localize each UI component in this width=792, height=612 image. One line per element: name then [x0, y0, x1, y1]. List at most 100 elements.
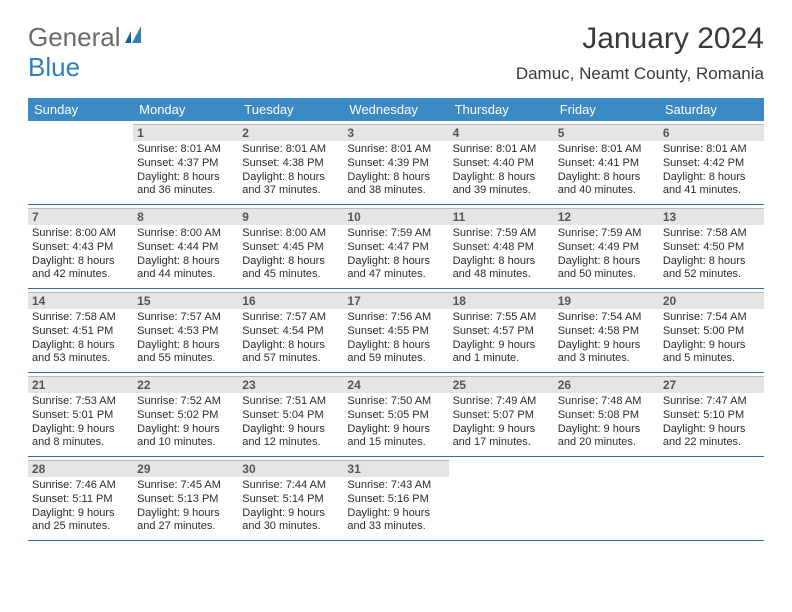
day-info-line: and 50 minutes. [558, 268, 655, 282]
weekday-header: Saturday [659, 98, 764, 121]
weekday-header: Monday [133, 98, 238, 121]
day-info-line: Sunset: 5:00 PM [663, 325, 760, 339]
day-info-line: Daylight: 9 hours [32, 423, 129, 437]
day-cell: 4Sunrise: 8:01 AMSunset: 4:40 PMDaylight… [449, 121, 554, 204]
day-cell: 10Sunrise: 7:59 AMSunset: 4:47 PMDayligh… [343, 205, 448, 288]
day-cell: 19Sunrise: 7:54 AMSunset: 4:58 PMDayligh… [554, 289, 659, 372]
day-info-line: Sunrise: 7:55 AM [453, 311, 550, 325]
day-info-line: and 33 minutes. [347, 520, 444, 534]
day-number: 3 [343, 124, 448, 141]
day-info-line: and 39 minutes. [453, 184, 550, 198]
day-info-line: Sunset: 4:47 PM [347, 241, 444, 255]
day-info-line: and 3 minutes. [558, 352, 655, 366]
day-number: 20 [659, 292, 764, 309]
title-block: January 2024 Damuc, Neamt County, Romani… [516, 22, 764, 84]
day-info-line: and 44 minutes. [137, 268, 234, 282]
day-info-line: Sunset: 4:48 PM [453, 241, 550, 255]
day-info-line: Daylight: 8 hours [137, 171, 234, 185]
day-info-line: Daylight: 8 hours [242, 339, 339, 353]
day-number: 17 [343, 292, 448, 309]
day-info-line: Sunset: 5:02 PM [137, 409, 234, 423]
day-info-line: and 55 minutes. [137, 352, 234, 366]
day-info-line: Sunrise: 7:49 AM [453, 395, 550, 409]
day-info-line: and 36 minutes. [137, 184, 234, 198]
day-info-line: Sunrise: 7:50 AM [347, 395, 444, 409]
day-cell: 20Sunrise: 7:54 AMSunset: 5:00 PMDayligh… [659, 289, 764, 372]
day-number: 13 [659, 208, 764, 225]
day-cell: 3Sunrise: 8:01 AMSunset: 4:39 PMDaylight… [343, 121, 448, 204]
day-info-line: Sunset: 5:01 PM [32, 409, 129, 423]
day-info-line: Sunrise: 7:46 AM [32, 479, 129, 493]
day-cell: 17Sunrise: 7:56 AMSunset: 4:55 PMDayligh… [343, 289, 448, 372]
day-info-line: Sunrise: 8:01 AM [663, 143, 760, 157]
day-info-line: and 5 minutes. [663, 352, 760, 366]
month-title: January 2024 [516, 22, 764, 56]
day-info-line: Sunrise: 7:59 AM [453, 227, 550, 241]
day-info-line: Sunset: 4:42 PM [663, 157, 760, 171]
day-info-line: Sunrise: 8:01 AM [242, 143, 339, 157]
day-info-line: and 59 minutes. [347, 352, 444, 366]
day-info-line: Daylight: 8 hours [347, 255, 444, 269]
day-number: 15 [133, 292, 238, 309]
day-info-line: Sunrise: 8:00 AM [242, 227, 339, 241]
day-number: 6 [659, 124, 764, 141]
day-cell [449, 457, 554, 540]
week-row: 21Sunrise: 7:53 AMSunset: 5:01 PMDayligh… [28, 373, 764, 457]
day-number: 7 [28, 208, 133, 225]
weekday-header: Wednesday [343, 98, 448, 121]
day-info-line: Sunset: 5:10 PM [663, 409, 760, 423]
day-info-line: Daylight: 8 hours [453, 171, 550, 185]
day-number: 30 [238, 460, 343, 477]
day-cell: 12Sunrise: 7:59 AMSunset: 4:49 PMDayligh… [554, 205, 659, 288]
day-cell: 2Sunrise: 8:01 AMSunset: 4:38 PMDaylight… [238, 121, 343, 204]
day-number: 4 [449, 124, 554, 141]
day-info-line: Daylight: 9 hours [347, 507, 444, 521]
day-cell: 26Sunrise: 7:48 AMSunset: 5:08 PMDayligh… [554, 373, 659, 456]
day-info-line: Sunset: 5:07 PM [453, 409, 550, 423]
brand-logo: General [28, 22, 149, 53]
day-number: 9 [238, 208, 343, 225]
day-info-line: Sunrise: 7:48 AM [558, 395, 655, 409]
day-number: 11 [449, 208, 554, 225]
day-info-line: Daylight: 9 hours [347, 423, 444, 437]
brand-word1: General [28, 22, 121, 53]
day-number: 8 [133, 208, 238, 225]
day-info-line: Sunrise: 8:01 AM [558, 143, 655, 157]
day-info-line: Sunset: 4:50 PM [663, 241, 760, 255]
day-info-line: Daylight: 8 hours [453, 255, 550, 269]
day-info-line: Sunrise: 7:47 AM [663, 395, 760, 409]
day-info-line: and 17 minutes. [453, 436, 550, 450]
day-number: 2 [238, 124, 343, 141]
day-cell: 14Sunrise: 7:58 AMSunset: 4:51 PMDayligh… [28, 289, 133, 372]
day-cell: 24Sunrise: 7:50 AMSunset: 5:05 PMDayligh… [343, 373, 448, 456]
day-info-line: Daylight: 8 hours [558, 171, 655, 185]
brand-word2: Blue [28, 52, 80, 82]
day-info-line: Sunrise: 7:44 AM [242, 479, 339, 493]
day-info-line: and 27 minutes. [137, 520, 234, 534]
day-number: 27 [659, 376, 764, 393]
day-info-line: Sunrise: 7:52 AM [137, 395, 234, 409]
day-cell: 6Sunrise: 8:01 AMSunset: 4:42 PMDaylight… [659, 121, 764, 204]
day-info-line: Sunset: 4:54 PM [242, 325, 339, 339]
day-info-line: Sunset: 5:14 PM [242, 493, 339, 507]
day-number: 5 [554, 124, 659, 141]
day-info-line: Daylight: 8 hours [347, 339, 444, 353]
calendar: SundayMondayTuesdayWednesdayThursdayFrid… [28, 98, 764, 541]
day-info-line: and 25 minutes. [32, 520, 129, 534]
day-info-line: Daylight: 9 hours [137, 507, 234, 521]
day-cell: 13Sunrise: 7:58 AMSunset: 4:50 PMDayligh… [659, 205, 764, 288]
day-info-line: Daylight: 9 hours [242, 507, 339, 521]
weekday-header: Friday [554, 98, 659, 121]
day-info-line: Daylight: 8 hours [32, 255, 129, 269]
week-row: 28Sunrise: 7:46 AMSunset: 5:11 PMDayligh… [28, 457, 764, 541]
weekday-header-row: SundayMondayTuesdayWednesdayThursdayFrid… [28, 98, 764, 121]
day-cell: 28Sunrise: 7:46 AMSunset: 5:11 PMDayligh… [28, 457, 133, 540]
day-cell: 23Sunrise: 7:51 AMSunset: 5:04 PMDayligh… [238, 373, 343, 456]
day-info-line: Sunrise: 8:01 AM [347, 143, 444, 157]
day-info-line: and 52 minutes. [663, 268, 760, 282]
day-number: 31 [343, 460, 448, 477]
day-info-line: Daylight: 9 hours [242, 423, 339, 437]
day-info-line: Sunset: 4:53 PM [137, 325, 234, 339]
day-cell: 18Sunrise: 7:55 AMSunset: 4:57 PMDayligh… [449, 289, 554, 372]
week-row: 7Sunrise: 8:00 AMSunset: 4:43 PMDaylight… [28, 205, 764, 289]
